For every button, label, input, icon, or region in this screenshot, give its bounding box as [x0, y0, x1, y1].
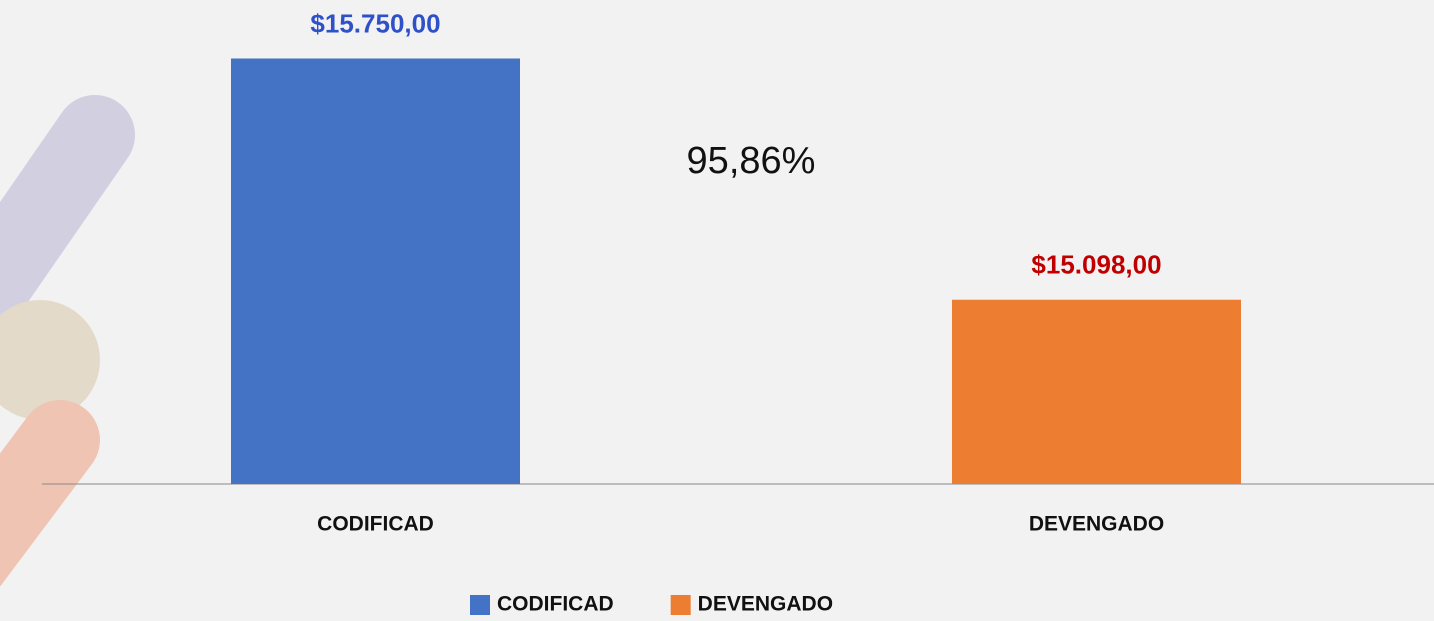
bar — [952, 299, 1241, 484]
bar — [231, 58, 520, 484]
legend-swatch — [670, 595, 691, 615]
decor-stroke — [0, 95, 135, 343]
x-tick-label: DEVENGADO — [1029, 513, 1164, 536]
legend-label: CODIFICAD — [497, 593, 614, 616]
data-label: $15.750,00 — [310, 8, 440, 38]
legend-label: DEVENGADO — [698, 593, 833, 616]
data-label: $15.098,00 — [1031, 250, 1161, 280]
decor-stroke — [0, 400, 100, 587]
legend-swatch — [470, 595, 490, 615]
x-tick-label: CODIFICAD — [317, 513, 434, 536]
annotation: 95,86% — [687, 140, 816, 182]
decoration — [0, 95, 135, 587]
decor-circle — [0, 300, 100, 420]
